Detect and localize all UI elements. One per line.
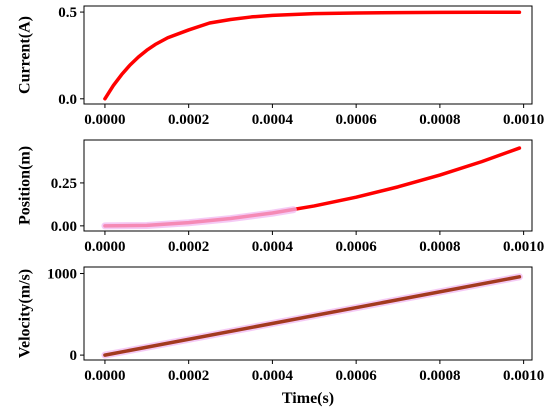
subplot-1-series-1-line (103, 10, 522, 101)
subplot-3-xtick-label: 0.0002 (168, 368, 209, 384)
subplot-2-series-2-line (101, 206, 297, 230)
subplot-2-xtick-label: 0.0002 (168, 239, 209, 255)
subplot-2-xtick-label: 0.0004 (252, 239, 294, 255)
subplot-3-ytick-label: 0 (70, 348, 78, 364)
subplot-1-xtick-label: 0.0008 (419, 112, 460, 128)
subplot-1-ytick-label: 0.0 (58, 92, 77, 108)
subplot-2: 0.0000 0.0002 0.0004 0.0006 0.0008 0.0010 0.00… (17, 139, 544, 255)
subplot-3-xtick-label: 0.0008 (419, 368, 460, 384)
subplot-3-xtick-label: 0.0006 (336, 368, 378, 384)
subplot-3-xlabel: Time(s) (282, 390, 334, 407)
subplot-3-xtick-label: 0.0004 (252, 368, 294, 384)
subplot-2-xtick-label: 0.0006 (336, 239, 378, 255)
subplot-1-xtick-label: 0.0004 (252, 112, 294, 128)
subplot-3-xtick-label: 0.0000 (84, 368, 125, 384)
subplot-1-xtick-label: 0.0010 (503, 112, 544, 128)
subplot-2-ytick-label: 0.00 (51, 219, 77, 235)
subplot-2-xtick-label: 0.0000 (84, 239, 125, 255)
subplot-3: 0.0000 0.0002 0.0004 0.0006 0.0008 0.0010 0 100… (17, 266, 544, 407)
subplot-3-xtick-label: 0.0010 (503, 368, 544, 384)
subplot-2-frame (83, 139, 533, 232)
subplot-3-series-2-line (103, 275, 522, 357)
subplot-2-ylabel: Position(m) (17, 146, 34, 225)
subplot-1-ytick-label: 0.5 (58, 5, 77, 21)
subplot-3-ylabel: Velocity(m/s) (17, 269, 34, 358)
subplot-3-frame (83, 266, 533, 361)
subplot-1-xtick-label: 0.0002 (168, 112, 209, 128)
subplot-2-series-1-line (103, 146, 522, 228)
subplot-1: 0.0000 0.0002 0.0004 0.0006 0.0008 0.0010 0.0 0… (17, 5, 545, 128)
subplot-2-ytick-label: 0.25 (51, 176, 77, 192)
subplot-2-xtick-label: 0.0008 (419, 239, 460, 255)
subplot-3-ytick-label: 1000 (47, 267, 77, 283)
subplot-1-xtick-label: 0.0006 (336, 112, 378, 128)
subplot-2-xtick-label: 0.0010 (503, 239, 544, 255)
subplot-1-xtick-label: 0.0000 (84, 112, 125, 128)
subplot-1-frame (83, 5, 533, 105)
subplot-1-ylabel: Current(A) (17, 16, 34, 94)
